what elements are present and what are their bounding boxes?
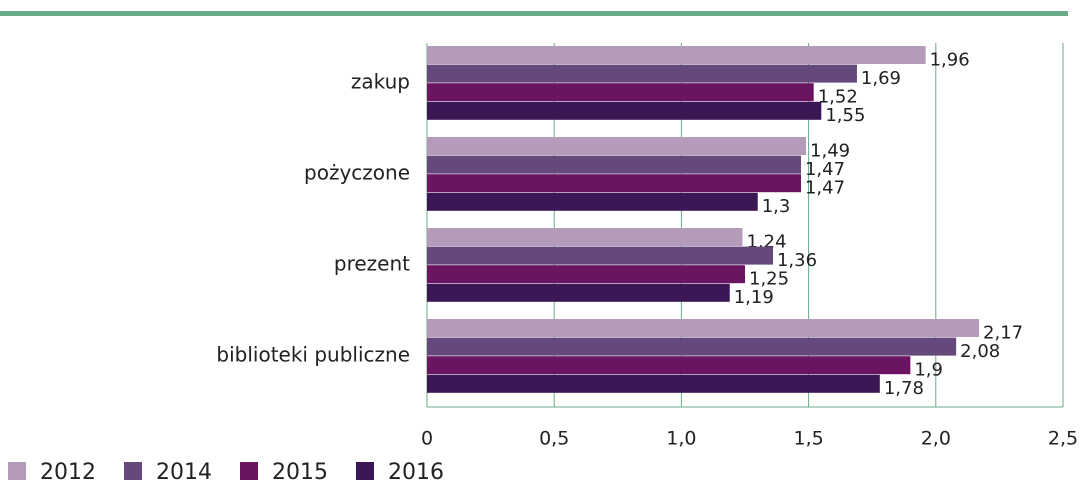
data-label: 1,78 — [884, 378, 924, 399]
x-tick-label: 2,5 — [1048, 428, 1078, 450]
category-label: pożyczone — [304, 161, 410, 185]
x-tick-label: 1,0 — [666, 428, 696, 450]
data-label: 1,47 — [805, 178, 845, 199]
bar — [427, 83, 814, 102]
legend-swatch — [240, 462, 258, 480]
bar — [427, 228, 743, 246]
bar — [427, 246, 773, 265]
x-tick-label: 1,5 — [793, 428, 823, 450]
top-rule — [0, 11, 1068, 16]
bar — [427, 192, 758, 211]
bar — [427, 137, 807, 155]
bar — [427, 337, 957, 356]
legend-swatch — [356, 462, 374, 480]
legend-label: 2012 — [40, 460, 96, 485]
legend-label: 2014 — [156, 460, 212, 485]
bar — [427, 283, 730, 302]
data-label: 1,36 — [777, 250, 817, 271]
legend-swatch — [8, 462, 26, 480]
bar — [427, 101, 822, 120]
bar — [427, 374, 880, 393]
data-label: 1,47 — [805, 159, 845, 180]
data-label: 1,52 — [818, 87, 858, 108]
bar — [427, 356, 911, 375]
data-label: 1,9 — [914, 360, 943, 381]
data-label: 2,17 — [983, 322, 1023, 343]
bar — [427, 265, 745, 284]
category-label: zakup — [351, 70, 410, 94]
data-label: 1,69 — [861, 68, 901, 89]
category-label: biblioteki publiczne — [216, 343, 410, 367]
data-label: 1,3 — [762, 196, 791, 217]
legend-label: 2015 — [272, 460, 328, 485]
data-label: 2,08 — [960, 341, 1000, 362]
bar — [427, 155, 801, 174]
data-label: 1,49 — [810, 140, 850, 161]
data-label: 1,19 — [734, 287, 774, 308]
x-tick-label: 0 — [421, 428, 433, 450]
data-label: 1,25 — [749, 269, 789, 290]
category-label: prezent — [334, 252, 410, 276]
x-tick-label: 0,5 — [539, 428, 569, 450]
bar — [427, 46, 926, 64]
data-label: 1,55 — [825, 105, 865, 126]
legend-label: 2016 — [388, 460, 444, 485]
x-tick-label: 2,0 — [921, 428, 951, 450]
bar — [427, 319, 980, 337]
data-label: 1,96 — [930, 49, 970, 70]
bar — [427, 174, 801, 193]
legend-swatch — [124, 462, 142, 480]
bar — [427, 64, 857, 83]
